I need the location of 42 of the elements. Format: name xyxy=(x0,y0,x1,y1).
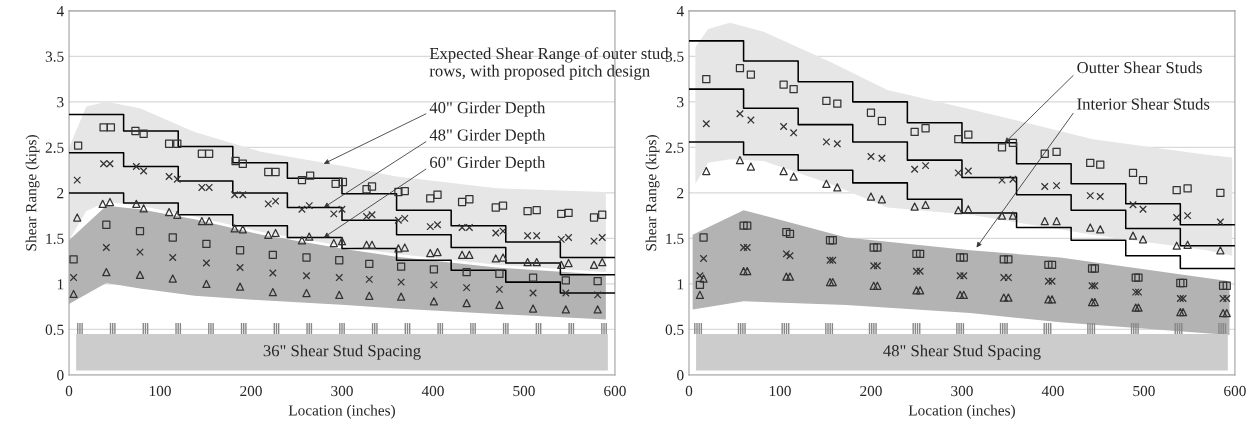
y-tick-label: 2 xyxy=(677,188,684,199)
x-tick-label: 0 xyxy=(685,385,693,397)
y-tick-label: 4 xyxy=(56,6,64,17)
x-axis-title: Location (inches) xyxy=(908,404,1015,419)
y-tick-label: 3.5 xyxy=(45,51,64,62)
y-tick-label: 3 xyxy=(677,97,684,108)
x-tick-label: 400 xyxy=(1041,385,1064,397)
x-tick-label: 200 xyxy=(860,385,882,397)
annotation: 60" Girder Depth xyxy=(430,156,546,172)
y-tick-label: 0 xyxy=(57,370,64,381)
y-axis-title: Shear Range (kips) xyxy=(25,135,40,251)
y-tick-label: 0.5 xyxy=(665,324,684,335)
x-tick-label: 200 xyxy=(240,385,262,397)
y-tick-label: 3 xyxy=(57,97,64,108)
y-tick-label: 1 xyxy=(677,279,684,290)
y-axis-title: Shear Range (kips) xyxy=(645,135,660,251)
y-tick-label: 1.5 xyxy=(46,233,64,244)
x-axis-title: Location (inches) xyxy=(288,404,395,419)
x-tick-label: 400 xyxy=(421,385,444,397)
y-tick-label: 4 xyxy=(676,6,684,17)
y-tick-label: 0.5 xyxy=(45,324,64,335)
annotation: Interior Shear Studs xyxy=(1077,97,1210,110)
x-tick-label: 300 xyxy=(331,385,353,397)
x-tick-label: 100 xyxy=(149,385,171,397)
y-tick-label: 0 xyxy=(677,370,684,381)
annotation: Outter Shear Studs xyxy=(1077,61,1202,74)
y-tick-label: 1.5 xyxy=(666,233,684,244)
x-tick-label: 600 xyxy=(604,385,626,397)
x-tick-label: 100 xyxy=(769,385,791,397)
x-tick-label: 500 xyxy=(1133,385,1155,397)
y-tick-label: 1 xyxy=(57,279,64,290)
y-tick-label: 2.5 xyxy=(665,142,684,153)
y-tick-label: 2.5 xyxy=(45,142,64,153)
annotation: 40" Girder Depth xyxy=(429,101,546,117)
band-label: 36" Shear Stud Spacing xyxy=(263,344,421,360)
band-label: 48" Shear Stud Spacing xyxy=(883,344,1041,360)
annotation: 48" Girder Depth xyxy=(429,128,546,145)
x-tick-label: 0 xyxy=(65,385,73,397)
x-tick-label: 600 xyxy=(1224,385,1246,397)
x-tick-label: 500 xyxy=(513,385,535,397)
x-tick-label: 300 xyxy=(951,385,973,397)
y-tick-label: 2 xyxy=(57,188,64,199)
